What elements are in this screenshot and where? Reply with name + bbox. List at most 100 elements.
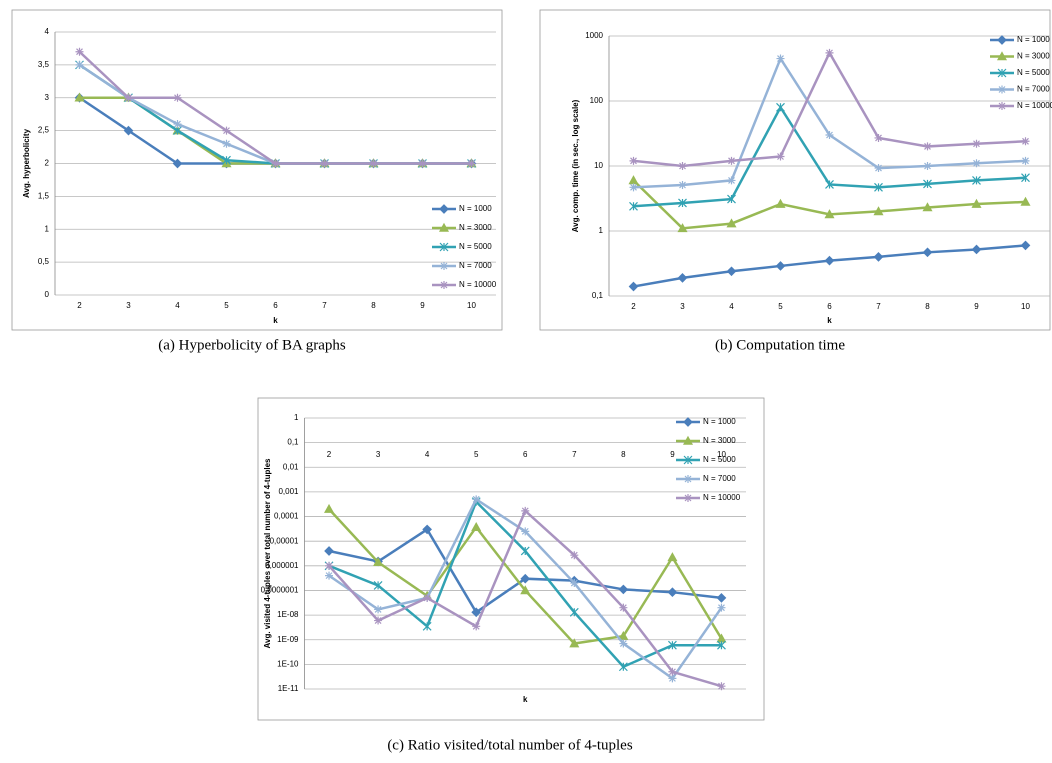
x-tick-label: 6: [827, 302, 832, 311]
point-marker: [472, 622, 481, 631]
x-tick-label: 8: [925, 302, 930, 311]
point-marker: [570, 551, 579, 560]
x-tick-label: 6: [273, 301, 278, 310]
point-marker: [825, 180, 834, 189]
point-marker: [668, 674, 677, 683]
x-tick-label: 5: [778, 302, 783, 311]
point-marker: [717, 682, 726, 691]
point-marker: [75, 47, 84, 56]
y-tick-label: 100: [590, 96, 604, 105]
point-marker: [570, 579, 579, 588]
point-marker: [971, 198, 982, 208]
point-marker: [222, 126, 231, 135]
x-tick-label: 9: [420, 301, 425, 310]
point-marker: [521, 506, 530, 515]
point-marker: [824, 255, 835, 266]
y-tick-label: 1E-08: [277, 610, 299, 619]
x-axis-label: k: [523, 695, 528, 704]
y-tick-label: 3: [45, 93, 50, 102]
point-marker: [629, 201, 638, 211]
point-marker: [874, 164, 883, 173]
point-marker: [619, 603, 628, 612]
point-marker: [520, 546, 530, 556]
x-tick-label: 7: [876, 302, 881, 311]
legend-label: N = 3000: [459, 223, 492, 232]
x-tick-label: 8: [371, 301, 376, 310]
y-axis-label: Avg. comp. time (in sec., log scale): [571, 99, 580, 232]
point-marker: [325, 561, 334, 570]
legend-marker: [682, 435, 694, 445]
point-marker: [320, 159, 329, 168]
x-tick-label: 9: [670, 450, 675, 459]
point-marker: [418, 159, 427, 168]
legend-label: N = 7000: [1017, 85, 1050, 94]
caption: (a) Hyperbolicity of BA graphs: [158, 337, 346, 353]
point-marker: [618, 584, 629, 595]
legend-label: N = 10000: [1017, 101, 1052, 110]
point-marker: [668, 667, 677, 676]
point-marker: [667, 587, 678, 598]
legend-marker: [998, 102, 1006, 110]
y-tick-label: 2: [45, 159, 50, 168]
y-tick-label: 1: [599, 226, 604, 235]
point-marker: [775, 198, 786, 208]
y-tick-label: 0,001: [278, 487, 299, 496]
x-tick-label: 10: [717, 450, 726, 459]
caption: (b) Computation time: [715, 337, 845, 353]
point-marker: [172, 158, 183, 169]
point-marker: [678, 162, 687, 170]
legend-label: N = 3000: [703, 436, 736, 445]
legend-label: N = 1000: [1017, 35, 1050, 44]
point-marker: [369, 159, 378, 168]
legend-label: N = 7000: [703, 474, 736, 483]
y-tick-label: 1000: [585, 31, 603, 40]
point-marker: [824, 209, 835, 219]
y-tick-label: 0,00001: [270, 536, 299, 545]
point-marker: [374, 616, 383, 625]
point-marker: [1021, 173, 1030, 183]
point-marker: [923, 142, 932, 151]
point-marker: [569, 607, 579, 617]
y-tick-label: 0,1: [287, 438, 299, 447]
point-marker: [677, 223, 688, 233]
point-marker: [123, 125, 134, 136]
legend-marker: [683, 417, 693, 427]
x-tick-label: 4: [175, 301, 180, 310]
x-tick-label: 5: [474, 450, 479, 459]
point-marker: [520, 585, 531, 595]
legend-label: N = 1000: [703, 417, 736, 426]
point-marker: [173, 120, 182, 129]
y-axis-label: Avg. visited 4-tuples over total number …: [263, 458, 272, 649]
point-marker: [775, 261, 786, 271]
y-axis-label: Avg. hyperbolicity: [22, 128, 31, 198]
point-marker: [923, 179, 932, 189]
y-tick-label: 0: [45, 290, 50, 299]
point-marker: [971, 244, 982, 255]
point-marker: [726, 266, 737, 277]
point-marker: [874, 182, 883, 192]
legend-marker: [439, 242, 449, 252]
y-tick-label: 1: [45, 224, 50, 233]
y-tick-label: 0,01: [283, 462, 299, 471]
x-tick-label: 6: [523, 450, 528, 459]
point-marker: [422, 524, 432, 535]
point-marker: [678, 198, 687, 208]
legend-marker: [438, 222, 450, 232]
point-marker: [74, 92, 85, 102]
point-marker: [776, 102, 785, 112]
legend-marker: [684, 475, 692, 483]
y-tick-label: 4: [45, 27, 50, 36]
legend-label: N = 5000: [703, 455, 736, 464]
x-axis-label: k: [827, 316, 832, 325]
point-marker: [471, 607, 482, 618]
x-tick-label: 8: [621, 450, 626, 459]
legend-marker: [683, 455, 693, 465]
y-tick-label: 2,5: [38, 126, 50, 135]
point-marker: [873, 206, 884, 216]
point-marker: [874, 133, 883, 142]
point-marker: [972, 175, 981, 185]
x-tick-label: 5: [224, 301, 229, 310]
point-marker: [324, 503, 335, 513]
point-marker: [423, 593, 432, 602]
